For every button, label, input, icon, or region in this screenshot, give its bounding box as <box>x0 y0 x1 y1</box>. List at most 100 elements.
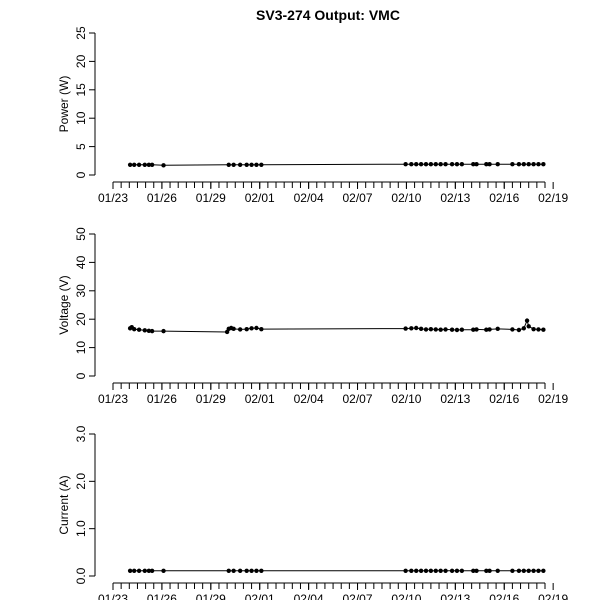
data-point <box>149 162 155 167</box>
data-point <box>474 162 479 167</box>
data-point <box>438 327 443 332</box>
data-point <box>136 327 142 332</box>
x-tick-label: 02/04 <box>294 191 324 205</box>
data-point <box>524 318 530 323</box>
data-point <box>454 162 460 167</box>
x-tick-label: 01/29 <box>196 392 226 406</box>
data-point <box>474 327 479 332</box>
data-point <box>414 568 419 573</box>
y-tick-label: 5 <box>74 143 88 150</box>
data-point <box>516 162 522 167</box>
y-tick-label: 40 <box>74 255 88 269</box>
data-point <box>226 568 231 573</box>
data-point <box>131 162 137 167</box>
y-tick-label: 20 <box>74 312 88 326</box>
y-tick-label: 10 <box>74 341 88 355</box>
data-point <box>127 568 133 573</box>
x-tick-label: 02/16 <box>489 191 519 205</box>
data-point <box>487 568 492 573</box>
x-tick-label: 02/04 <box>294 392 324 406</box>
x-tick-label: 02/19 <box>538 191 568 205</box>
y-axis-label: Power (W) <box>57 76 71 133</box>
data-point <box>142 162 147 167</box>
data-point <box>142 568 147 573</box>
data-point <box>249 162 254 167</box>
data-point <box>433 327 438 332</box>
data-point <box>487 162 492 167</box>
data-point <box>244 326 249 332</box>
y-axis-label: Current (A) <box>57 475 71 534</box>
x-tick-label: 01/29 <box>196 191 226 205</box>
y-tick-label: 30 <box>74 284 88 298</box>
x-tick-label: 02/13 <box>440 592 470 600</box>
data-point <box>409 162 414 167</box>
data-point <box>414 325 419 331</box>
data-point <box>459 162 465 167</box>
data-point <box>428 568 434 573</box>
data-point <box>428 162 434 167</box>
data-point <box>249 568 254 573</box>
data-point <box>254 568 259 573</box>
x-tick-label: 01/29 <box>196 592 226 600</box>
y-axis-label: Voltage (V) <box>57 275 71 334</box>
data-point <box>259 326 264 332</box>
series-line <box>129 319 544 333</box>
y-tick-label: 0 <box>74 171 88 178</box>
x-tick-label: 02/07 <box>343 191 373 205</box>
data-point <box>471 568 476 573</box>
data-point <box>484 568 489 573</box>
x-tick-label: 02/10 <box>391 191 421 205</box>
x-tick-label: 02/13 <box>440 191 470 205</box>
data-point <box>495 568 500 573</box>
data-point <box>510 327 515 332</box>
data-point <box>443 327 448 332</box>
data-point <box>471 327 476 332</box>
x-tick-label: 02/04 <box>294 592 324 600</box>
data-point <box>149 328 155 334</box>
data-point <box>244 162 249 167</box>
x-tick-label: 02/16 <box>489 592 519 600</box>
x-tick-label: 02/10 <box>391 392 421 406</box>
data-point <box>136 568 142 573</box>
data-point <box>136 162 142 167</box>
data-point <box>526 568 531 573</box>
data-point <box>254 325 259 331</box>
data-point <box>536 327 541 332</box>
data-point <box>516 327 522 333</box>
data-point <box>409 326 414 331</box>
x-tick-label: 02/19 <box>538 592 568 600</box>
chart-title: SV3-274 Output: VMC <box>256 7 400 23</box>
series-line <box>130 163 544 166</box>
data-point <box>484 327 489 332</box>
y-tick-label: 1.0 <box>74 520 88 537</box>
data-point <box>449 568 455 573</box>
data-point <box>495 162 500 167</box>
x-tick-label: 02/16 <box>489 392 519 406</box>
data-point <box>423 568 429 573</box>
y-tick-label: 2.0 <box>74 473 88 490</box>
data-point <box>526 324 531 329</box>
data-point <box>484 162 489 167</box>
data-point <box>449 162 455 167</box>
data-point <box>146 328 152 334</box>
y-tick-label: 50 <box>74 227 88 241</box>
data-point <box>536 568 541 573</box>
data-point <box>433 568 438 573</box>
x-tick-label: 01/23 <box>98 592 128 600</box>
data-point <box>249 326 254 331</box>
data-point <box>433 162 438 167</box>
data-point <box>231 162 236 167</box>
data-point <box>474 568 479 573</box>
data-point <box>541 327 546 332</box>
data-point <box>161 163 166 168</box>
data-point <box>161 328 166 334</box>
y-tick-label: 15 <box>74 83 88 97</box>
data-point <box>231 568 236 573</box>
data-point <box>131 326 137 332</box>
data-point <box>237 162 243 167</box>
x-tick-label: 02/13 <box>440 392 470 406</box>
data-point <box>495 326 500 332</box>
data-point <box>521 326 527 331</box>
data-point <box>254 162 259 167</box>
data-point <box>418 326 424 332</box>
